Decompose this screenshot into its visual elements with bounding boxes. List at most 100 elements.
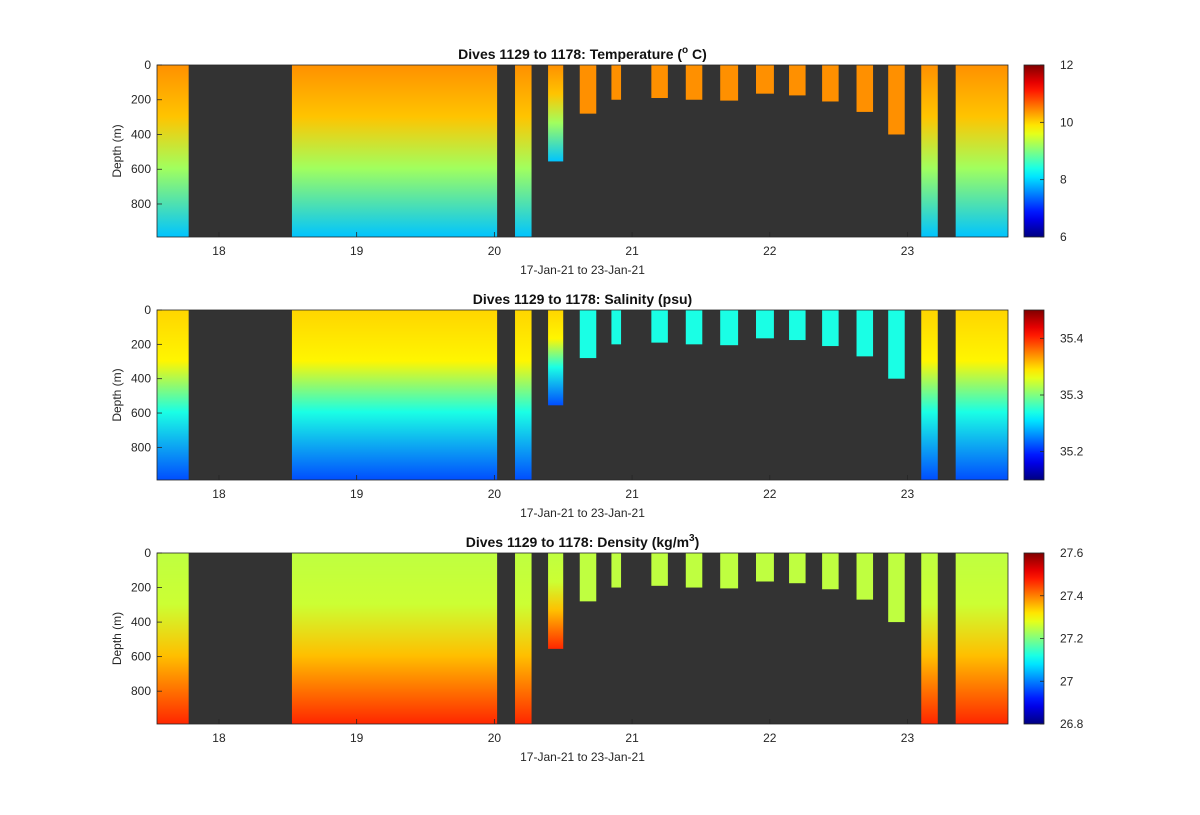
- shallow-cast-1: [548, 553, 564, 649]
- shallow-cast-7: [756, 553, 774, 582]
- colorbar: [1023, 64, 1045, 238]
- chart-title: Dives 1129 to 1178: Salinity (psu): [473, 291, 692, 307]
- colorbar-tick-label: 6: [1060, 230, 1067, 244]
- colorbar-tick-label: 10: [1060, 115, 1074, 129]
- axes-frame: [156, 309, 1009, 481]
- shallow-cast-1: [548, 65, 564, 162]
- shallow-cast-6: [720, 553, 739, 589]
- shallow-cast-4: [651, 310, 668, 343]
- y-tick-label: 200: [131, 337, 151, 351]
- x-tick-label: 18: [212, 487, 226, 501]
- y-tick-label: 400: [131, 615, 151, 629]
- shallow-cast-10: [856, 65, 874, 112]
- x-tick-label: 18: [212, 731, 226, 745]
- colorbar-tick-label: 27.4: [1060, 589, 1084, 603]
- colorbar-tick-label: 35.3: [1060, 388, 1084, 402]
- shallow-cast-7: [756, 65, 774, 94]
- y-tick-label: 400: [131, 372, 151, 386]
- dive-segment-1: [157, 553, 189, 724]
- colorbar-tick-label: 27.2: [1060, 632, 1084, 646]
- x-tick-label: 21: [625, 244, 639, 258]
- shallow-cast-2: [579, 553, 597, 602]
- shallow-cast-3: [611, 553, 622, 588]
- x-tick-label: 19: [350, 244, 364, 258]
- dive-segment-2: [291, 553, 498, 724]
- colorbar-tick-label: 27.6: [1060, 546, 1084, 560]
- x-tick-label: 22: [763, 244, 777, 258]
- shallow-cast-3: [611, 310, 622, 345]
- shallow-cast-1: [548, 310, 564, 406]
- x-axis-label: 17-Jan-21 to 23-Jan-21: [520, 263, 645, 277]
- shallow-cast-5: [685, 65, 703, 100]
- x-tick-label: 20: [488, 731, 502, 745]
- y-tick-label: 200: [131, 93, 151, 107]
- shallow-cast-6: [720, 310, 739, 346]
- dive-segment-3: [515, 310, 532, 480]
- panel-1: 18 19 20 21 22 23 0 200 400 600 800 Dives 1129 to 1…: [110, 45, 1074, 277]
- colorbar-tick-label: 27: [1060, 674, 1074, 688]
- shallow-cast-7: [756, 310, 774, 339]
- y-tick-label: 600: [131, 650, 151, 664]
- shallow-cast-8: [789, 310, 806, 341]
- shallow-cast-8: [789, 553, 806, 584]
- dive-segment-5: [955, 553, 1008, 724]
- panel-2: 18 19 20 21 22 23 0 200 400 600 800 Dives 1129 to 1…: [110, 291, 1084, 520]
- shallow-cast-11: [888, 65, 905, 135]
- axes-frame: [156, 64, 1009, 238]
- shallow-cast-10: [856, 553, 874, 600]
- x-tick-label: 21: [625, 487, 639, 501]
- shallow-cast-8: [789, 65, 806, 96]
- shallow-cast-4: [651, 553, 668, 586]
- colorbar-tick-label: 12: [1060, 58, 1074, 72]
- dive-segment-3: [515, 553, 532, 724]
- shallow-cast-2: [579, 65, 597, 114]
- shallow-cast-11: [888, 553, 905, 623]
- x-tick-label: 23: [901, 487, 915, 501]
- x-axis-label: 17-Jan-21 to 23-Jan-21: [520, 506, 645, 520]
- colorbar-tick-label: 35.4: [1060, 331, 1084, 345]
- x-tick-label: 22: [763, 731, 777, 745]
- shallow-cast-5: [685, 310, 703, 345]
- shallow-cast-11: [888, 310, 905, 379]
- y-axis-label: Depth (m): [110, 612, 124, 665]
- y-axis-label: Depth (m): [110, 124, 124, 177]
- dive-segment-2: [291, 310, 498, 480]
- x-tick-label: 20: [488, 244, 502, 258]
- y-tick-label: 400: [131, 127, 151, 141]
- dive-segment-4: [921, 65, 938, 237]
- dive-segment-2: [291, 65, 498, 237]
- y-tick-label: 0: [144, 303, 151, 317]
- dive-segment-1: [157, 310, 189, 480]
- axes-frame: [156, 552, 1009, 725]
- y-axis-label: Depth (m): [110, 368, 124, 421]
- dive-segment-3: [515, 65, 532, 237]
- x-tick-label: 18: [212, 244, 226, 258]
- x-tick-label: 22: [763, 487, 777, 501]
- y-tick-label: 800: [131, 684, 151, 698]
- dive-segment-5: [955, 65, 1008, 237]
- y-tick-label: 600: [131, 406, 151, 420]
- dive-segment-4: [921, 553, 938, 724]
- y-tick-label: 0: [144, 58, 151, 72]
- chart-title: Dives 1129 to 1178: Temperature (o C): [458, 45, 707, 62]
- x-tick-label: 23: [901, 244, 915, 258]
- dive-segment-5: [955, 310, 1008, 480]
- panel-3: 18 19 20 21 22 23 0 200 400 600 800 Dives 1129 to 1…: [110, 533, 1084, 764]
- colorbar-tick-label: 26.8: [1060, 717, 1084, 731]
- x-tick-label: 21: [625, 731, 639, 745]
- y-tick-label: 200: [131, 581, 151, 595]
- x-tick-label: 19: [350, 731, 364, 745]
- y-tick-label: 600: [131, 162, 151, 176]
- shallow-cast-3: [611, 65, 622, 100]
- shallow-cast-4: [651, 65, 668, 99]
- colorbar-tick-label: 35.2: [1060, 445, 1084, 459]
- dive-segment-4: [921, 310, 938, 480]
- x-axis-label: 17-Jan-21 to 23-Jan-21: [520, 750, 645, 764]
- shallow-cast-9: [822, 310, 839, 347]
- shallow-cast-9: [822, 65, 839, 102]
- shallow-cast-10: [856, 310, 874, 357]
- y-tick-label: 0: [144, 546, 151, 560]
- y-tick-label: 800: [131, 440, 151, 454]
- x-tick-label: 23: [901, 731, 915, 745]
